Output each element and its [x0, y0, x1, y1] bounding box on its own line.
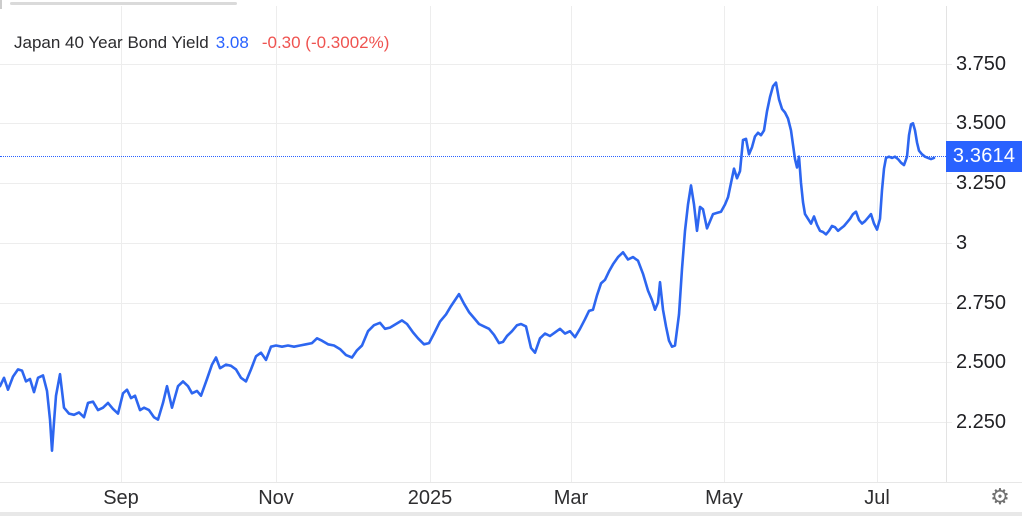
horizontal-gridline: [0, 63, 952, 65]
change-value: -0.30 (-0.3002%): [261, 33, 390, 52]
y-axis-label: 2.500: [956, 351, 1007, 374]
vertical-gridline: [724, 6, 725, 482]
page-edge-artifact: [0, 0, 2, 9]
time-axis-separator: [0, 482, 1022, 483]
yield-line-series: [0, 81, 936, 453]
x-axis-label: Mar: [553, 487, 589, 509]
vertical-gridline: [877, 6, 878, 482]
y-axis-label: 3.500: [956, 112, 1007, 135]
y-axis-label: 2.250: [956, 411, 1007, 433]
vertical-gridline: [571, 6, 572, 482]
horizontal-gridline: [0, 183, 952, 184]
plot-area[interactable]: [0, 0, 952, 482]
x-axis-label: Nov: [258, 487, 294, 509]
bottom-page-edge: [0, 512, 1022, 516]
vertical-gridline: [121, 6, 122, 482]
current-price-value: 3.3614: [952, 144, 1016, 167]
horizontal-gridline: [0, 123, 952, 125]
x-axis-label: Sep: [103, 487, 139, 509]
horizontal-gridline: [0, 242, 952, 244]
last-value: 3.08: [215, 33, 249, 52]
top-scroll-bar: [10, 2, 237, 5]
current-price-dotted-line: [0, 156, 946, 158]
settings-gear-icon[interactable]: ⚙: [986, 483, 1014, 511]
vertical-gridline: [430, 6, 431, 482]
gear-glyph: ⚙: [990, 484, 1010, 509]
horizontal-gridline: [0, 362, 952, 364]
x-axis-label: Jul: [864, 487, 890, 509]
y-axis-label: 3.750: [956, 52, 1007, 75]
horizontal-gridline: [0, 422, 952, 423]
chart-title-row: Japan 40 Year Bond Yield 3.08 -0.30 (-0.30…: [14, 33, 389, 53]
current-price-badge: 3.3614: [946, 140, 1022, 172]
x-axis-label: 2025: [407, 487, 453, 509]
vertical-gridline: [276, 6, 277, 482]
price-axis-border: [946, 6, 947, 482]
chart-title: Japan 40 Year Bond Yield: [14, 33, 209, 52]
x-axis-label: May: [705, 487, 743, 509]
y-axis-label: 2.750: [956, 291, 1007, 314]
horizontal-gridline: [0, 302, 952, 304]
y-axis-label: 3.250: [956, 172, 1007, 194]
y-axis-label: 3: [956, 231, 968, 254]
